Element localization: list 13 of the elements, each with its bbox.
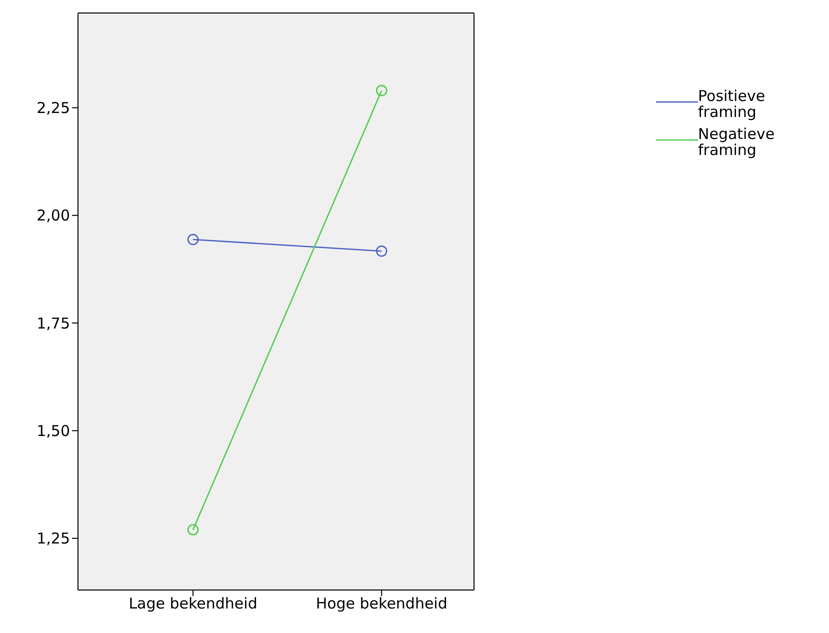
y-tick-label: 1,50 bbox=[36, 422, 70, 440]
y-tick-label: 2,00 bbox=[36, 206, 70, 225]
x-tick-label: Lage bekendheid bbox=[128, 594, 258, 613]
x-tick-label: Hoge bekendheid bbox=[316, 594, 448, 613]
y-tick-label: 1,75 bbox=[36, 314, 70, 332]
y-tick-label: 1,25 bbox=[36, 530, 70, 548]
point bbox=[376, 84, 388, 96]
point bbox=[187, 234, 199, 246]
y-tick-label: 2,25 bbox=[36, 99, 70, 118]
legend-label: Negatieve framing bbox=[698, 125, 776, 159]
legend-label: Positieve framing bbox=[698, 87, 766, 121]
point bbox=[376, 245, 388, 257]
point bbox=[187, 524, 199, 536]
